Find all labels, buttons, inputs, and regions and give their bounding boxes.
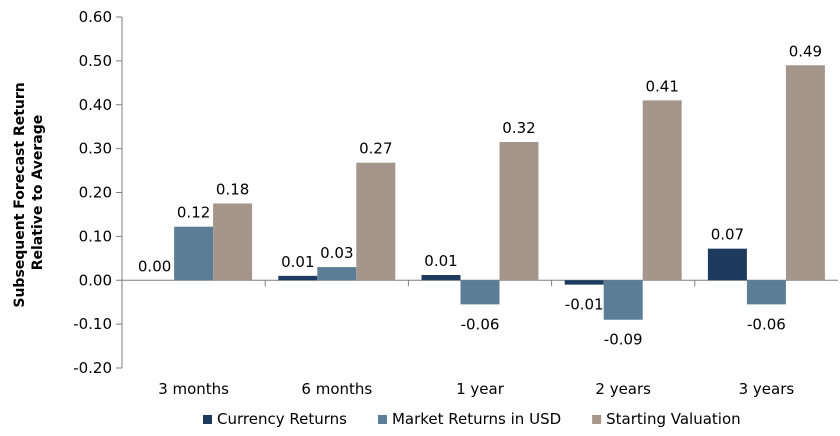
y-tick-label: -0.10 bbox=[73, 315, 112, 333]
bar bbox=[213, 203, 253, 281]
y-tick-label: 0.10 bbox=[79, 227, 112, 245]
data-label: 0.01 bbox=[281, 253, 314, 271]
data-label: 0.41 bbox=[645, 77, 678, 95]
data-label: 0.00 bbox=[138, 257, 171, 275]
legend-label: Currency Returns bbox=[217, 410, 347, 428]
data-label: -0.09 bbox=[604, 331, 643, 349]
data-label: 0.12 bbox=[177, 204, 210, 222]
y-tick-label: 0.20 bbox=[79, 184, 112, 202]
bar bbox=[499, 142, 539, 281]
y-tick-label: 0.00 bbox=[79, 271, 112, 289]
y-axis-title: Subsequent Forecast Return Relative to A… bbox=[12, 77, 46, 307]
data-label: 0.01 bbox=[424, 252, 457, 270]
bar bbox=[785, 65, 825, 281]
bar bbox=[317, 267, 357, 281]
category-label: 3 months bbox=[158, 380, 229, 398]
bar bbox=[278, 275, 318, 281]
bar bbox=[603, 280, 643, 320]
data-label: 0.03 bbox=[320, 244, 353, 262]
y-tick-label: 0.60 bbox=[79, 8, 112, 26]
y-tick-label: -0.20 bbox=[73, 359, 112, 377]
legend-swatch bbox=[377, 415, 387, 424]
category-label: 6 months bbox=[301, 380, 372, 398]
category-label: 3 years bbox=[739, 380, 795, 398]
bar bbox=[746, 280, 786, 305]
category-label: 1 year bbox=[456, 380, 505, 398]
y-axis-title-line-2: Relative to Average bbox=[30, 115, 46, 271]
y-tick-label: 0.30 bbox=[79, 140, 112, 158]
data-label: 0.18 bbox=[216, 180, 249, 198]
data-label: -0.06 bbox=[747, 315, 786, 333]
data-label: -0.01 bbox=[565, 296, 604, 314]
data-label: 0.32 bbox=[502, 119, 535, 137]
bar bbox=[460, 280, 500, 305]
category-label: 2 years bbox=[595, 380, 651, 398]
data-label: 0.27 bbox=[359, 140, 392, 158]
y-tick-label: 0.50 bbox=[79, 52, 112, 70]
y-axis-title-line-1: Subsequent Forecast Return bbox=[12, 82, 28, 307]
bar bbox=[707, 248, 747, 281]
legend-label: Starting Valuation bbox=[606, 410, 741, 428]
legend-swatch bbox=[203, 415, 212, 424]
bar bbox=[642, 100, 682, 281]
legend-label: Market Returns in USD bbox=[392, 410, 561, 428]
legend-swatch bbox=[592, 415, 602, 424]
bar bbox=[564, 280, 604, 285]
data-label: -0.06 bbox=[461, 315, 500, 333]
bar bbox=[421, 274, 461, 281]
data-label: 0.49 bbox=[789, 42, 822, 60]
y-tick-label: 0.40 bbox=[79, 96, 112, 114]
bar bbox=[174, 226, 214, 281]
plot-area: -0.20 -0.10 0.00 0.10 0.20 0.30 0.40 0.50 0.60 3 … bbox=[73, 8, 838, 398]
bar bbox=[356, 162, 396, 281]
data-label: 0.07 bbox=[711, 226, 744, 244]
legend: Currency Returns Market Returns in USD Sta… bbox=[203, 410, 741, 428]
